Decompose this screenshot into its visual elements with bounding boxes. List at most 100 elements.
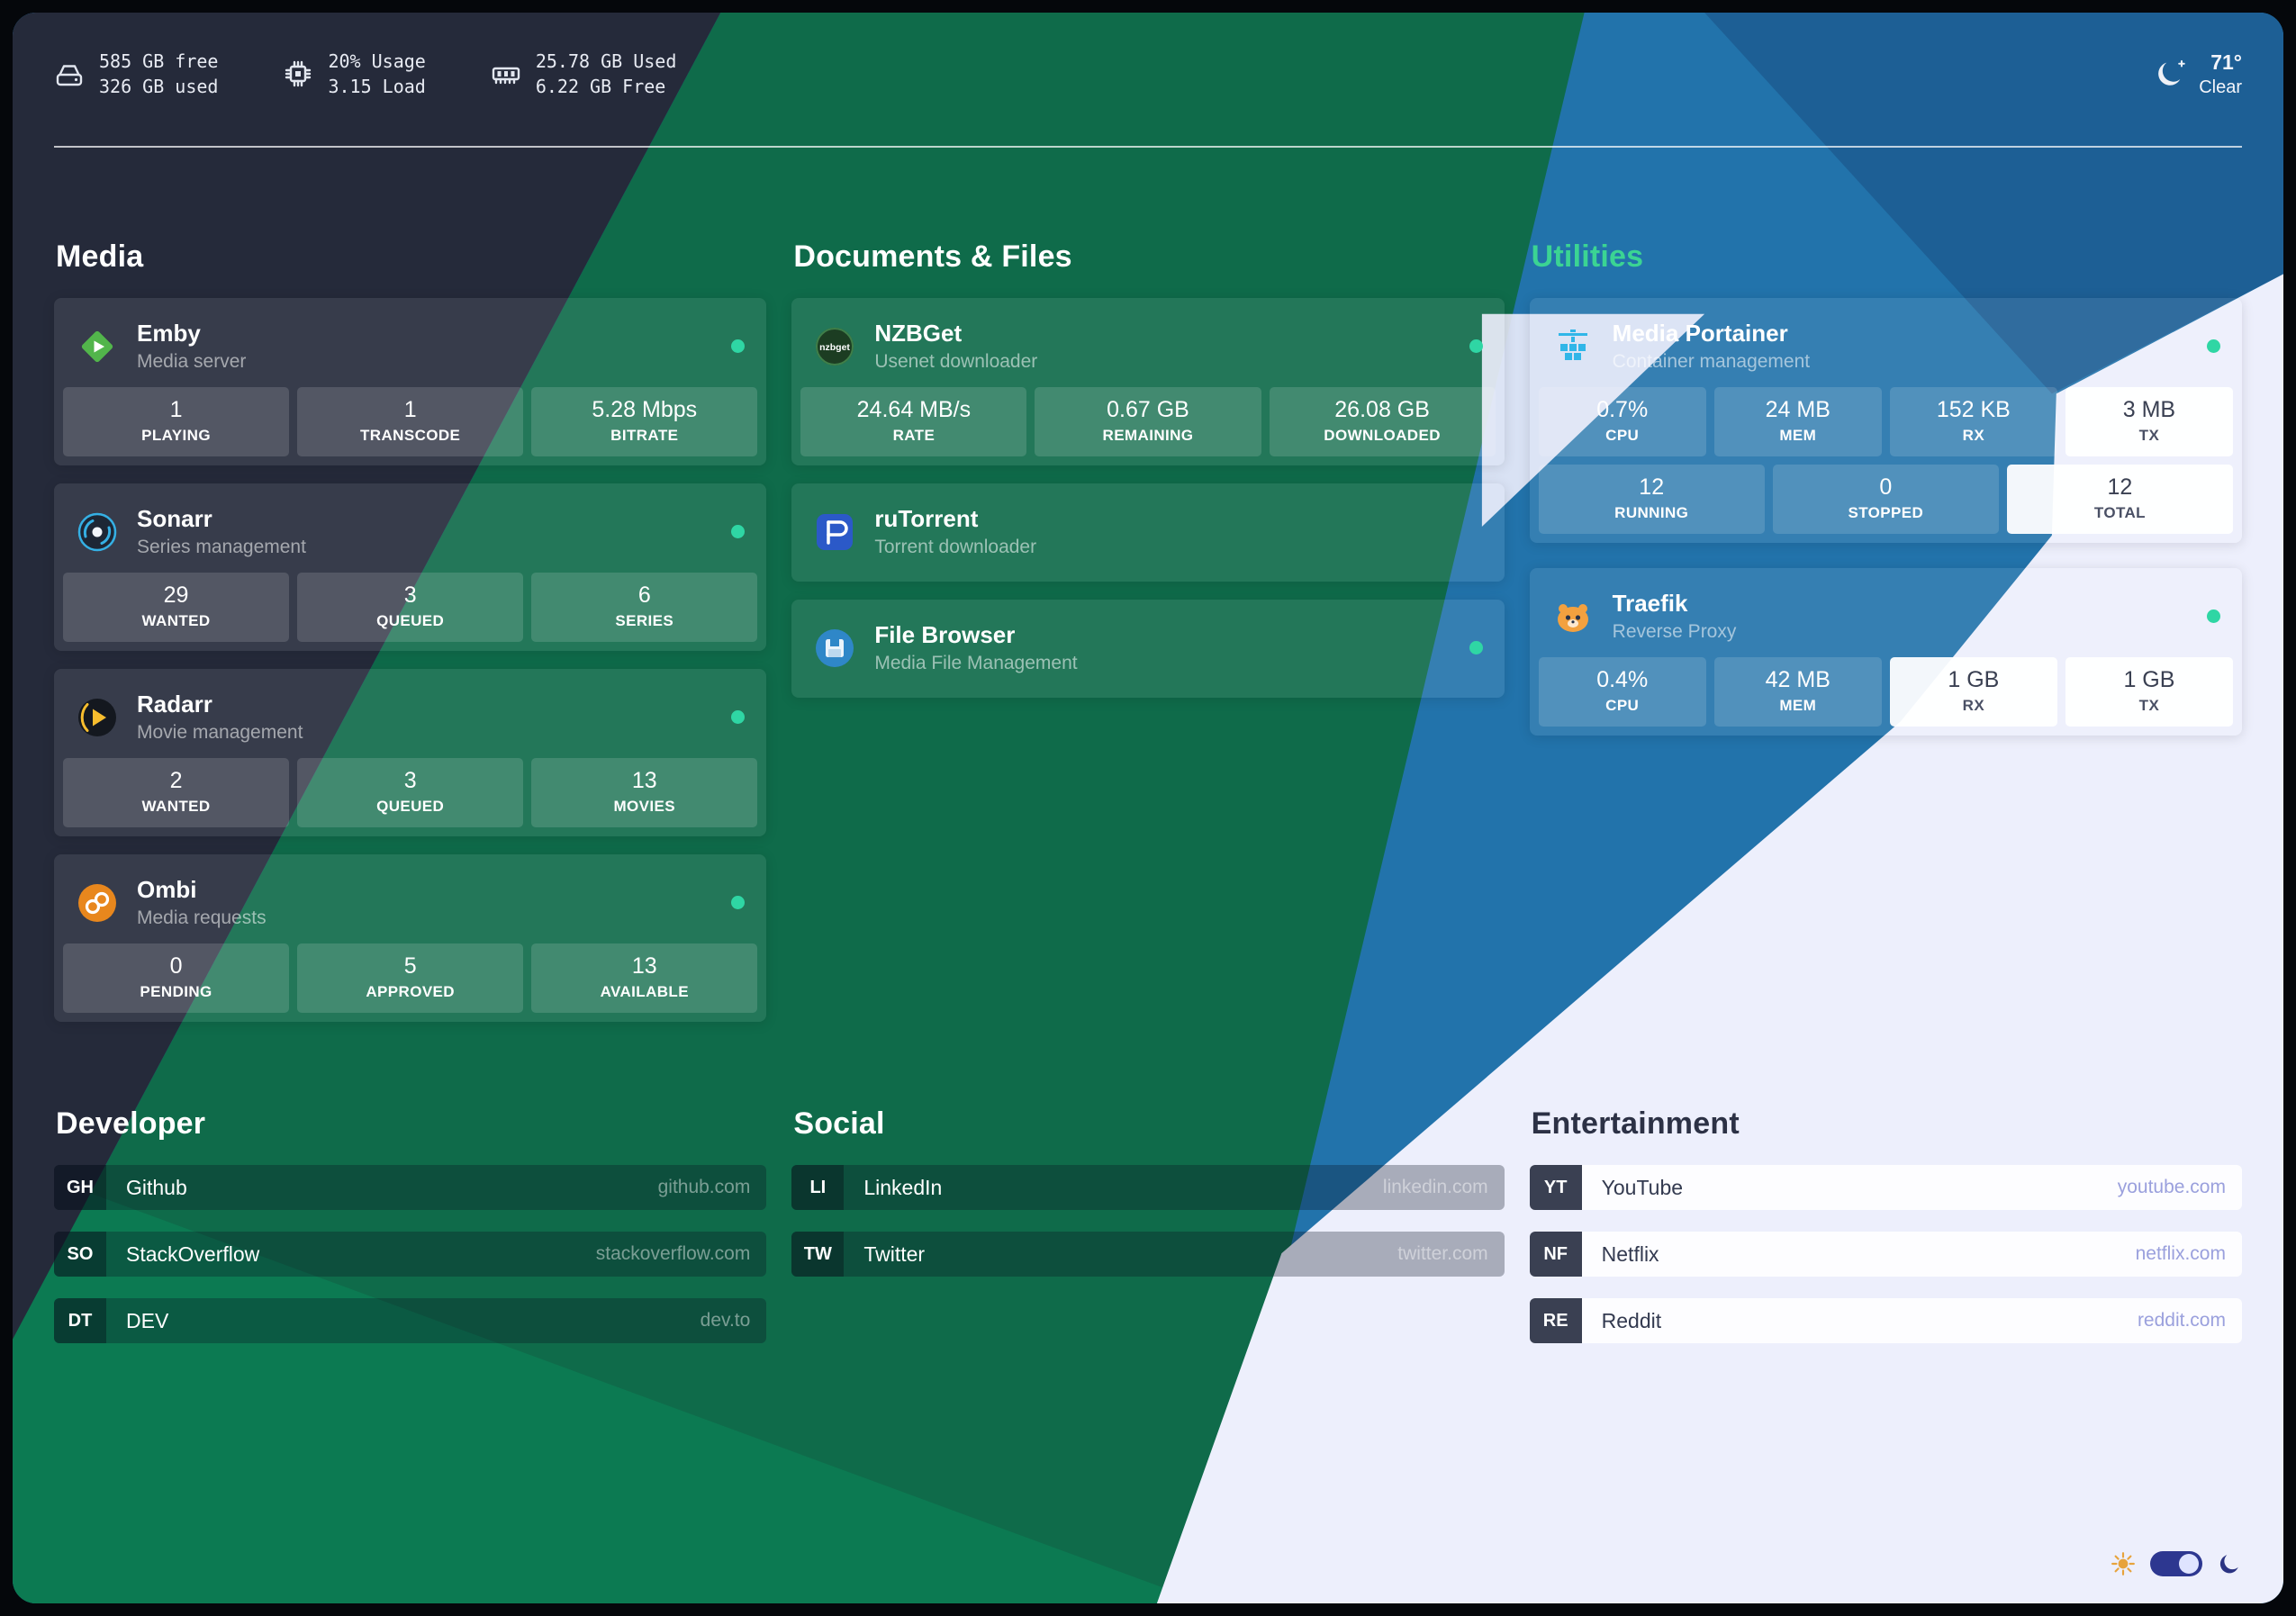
stat-pill: 3 QUEUED [297,573,524,642]
stat-pill: 0.67 GB REMAINING [1035,387,1261,456]
linkedin-badge-icon: LI [791,1165,845,1210]
card-header: File Browser Media File Management [800,609,1495,689]
weather-readout: 71° Clear [2199,50,2242,98]
section-media: Media Emby Media server [54,239,767,1040]
dev-badge-icon: DT [54,1298,106,1343]
stats-row: 1 PLAYING 1 TRANSCODE 5.28 Mbps BITRATE [63,387,758,456]
traefik-icon [1551,595,1595,638]
twitter-badge-icon: TW [791,1232,845,1277]
card-meta: NZBGet Usenet downloader [874,320,1451,373]
link-stackoverflow[interactable]: SO StackOverflow stackoverflow.com [54,1232,767,1277]
weather-temperature: 71° [2210,50,2242,74]
weather-widget: 71° Clear [2152,50,2242,98]
stat-pill: 12 TOTAL [2006,465,2233,534]
stat-pill: 0.7% CPU [1538,387,1706,456]
card-header: Radarr Movie management [63,678,757,758]
links-grid: Developer GH Github github.com SO StackO… [54,1106,2242,1365]
service-subtitle: Series management [137,537,306,557]
stat-pill: 1 GB RX [1889,657,2057,727]
card-header: Emby Media server [63,307,757,387]
disk-readout: 585 GB free 326 GB used [99,50,218,97]
card-meta: Sonarr Series management [137,505,713,558]
service-subtitle: Media File Management [874,653,1078,673]
service-name: ruTorrent [874,505,979,532]
youtube-badge-icon: YT [1529,1165,1582,1210]
section-entertainment: Entertainment YT YouTube youtube.com NF … [1529,1106,2242,1365]
stat-pill: 3 QUEUED [297,758,524,827]
service-card-sonarr[interactable]: Sonarr Series management 29 WANTED 3 QUE… [54,483,767,651]
service-card-traefik[interactable]: Traefik Reverse Proxy 0.4% CPU 42 MB MEM [1529,568,2242,736]
memory-readout: 25.78 GB Used 6.22 GB Free [536,50,677,97]
memory-free: 6.22 GB Free [535,76,666,97]
service-subtitle: Media server [137,351,247,372]
stat-pill: 6 SERIES [531,573,758,642]
header-divider [54,146,2242,148]
service-card-rutorrent[interactable]: ruTorrent Torrent downloader [791,483,1505,582]
memory-status: 25.78 GB Used 6.22 GB Free [491,50,677,97]
emby-icon [76,325,119,368]
link-github[interactable]: GH Github github.com [54,1165,767,1210]
card-header: nzbget NZBGet Usenet downloader [800,307,1495,387]
section-title-developer: Developer [56,1106,206,1141]
section-title-entertainment: Entertainment [1531,1106,1740,1141]
service-card-filebrowser[interactable]: File Browser Media File Management [791,600,1505,698]
service-card-emby[interactable]: Emby Media server 1 PLAYING 1 TRANSCODE [54,298,767,465]
stat-pill: 2 WANTED [63,758,290,827]
weather-condition: Clear [2199,77,2242,97]
sun-icon [2111,1552,2135,1575]
disk-icon [56,65,83,86]
service-card-ombi[interactable]: Ombi Media requests 0 PENDING 5 APPROVED [54,854,767,1022]
card-header: ruTorrent Torrent downloader [800,492,1495,573]
stat-pill: 152 KB RX [1889,387,2057,456]
section-title-utilities: Utilities [1531,239,1644,274]
stat-pill: 3 MB TX [2065,387,2233,456]
section-title-documents: Documents & Files [793,239,1072,274]
service-subtitle: Media requests [137,907,267,928]
stat-pill: 24 MB MEM [1713,387,1882,456]
link-reddit[interactable]: RE Reddit reddit.com [1529,1298,2242,1343]
stat-pill: 12 RUNNING [1538,465,1765,534]
status-dot [731,710,746,724]
service-card-nzbget[interactable]: nzbget NZBGet Usenet downloader 24.64 MB… [791,298,1505,465]
card-header: Sonarr Series management [63,492,757,573]
stats-row: 24.64 MB/s RATE 0.67 GB REMAINING 26.08 … [800,387,1496,456]
stats-row: 0.4% CPU 42 MB MEM 1 GB RX 1 GB [1538,657,2233,727]
theme-toggle [2111,1551,2242,1576]
memory-used: 25.78 GB Used [535,50,677,72]
card-meta: Ombi Media requests [137,876,713,929]
link-dev[interactable]: DT DEV dev.to [54,1298,767,1343]
dashboard-page: 585 GB free 326 GB used 20% Usage 3.15 L… [13,13,2283,1603]
service-card-radarr[interactable]: Radarr Movie management 2 WANTED 3 QUEUE… [54,669,767,836]
stats-row: 0 PENDING 5 APPROVED 13 AVAILABLE [63,943,758,1013]
rutorrent-icon [813,510,856,554]
system-info: 585 GB free 326 GB used 20% Usage 3.15 L… [54,50,676,97]
card-header: Media Portainer Container management [1539,307,2233,387]
service-name: Media Portainer [1612,320,1788,347]
nzbget-icon: nzbget [813,325,856,368]
card-meta: Media Portainer Container management [1613,320,2189,373]
theme-switch-knob [2179,1554,2199,1574]
section-title-social: Social [793,1106,885,1141]
section-developer: Developer GH Github github.com SO StackO… [54,1106,767,1365]
card-meta: Traefik Reverse Proxy [1613,590,2189,643]
sonarr-icon [76,510,119,554]
stats-row: 0.7% CPU 24 MB MEM 152 KB RX 3 MB [1538,387,2233,456]
link-netflix[interactable]: NF Netflix netflix.com [1529,1232,2242,1277]
link-linkedin[interactable]: LI LinkedIn linkedin.com [791,1165,1505,1210]
disk-used: 326 GB used [99,76,219,97]
theme-switch[interactable] [2150,1551,2202,1576]
service-name: Ombi [137,876,197,903]
link-youtube[interactable]: YT YouTube youtube.com [1529,1165,2242,1210]
stat-pill: 13 MOVIES [531,758,758,827]
link-twitter[interactable]: TW Twitter twitter.com [791,1232,1505,1277]
status-dot [2206,339,2220,353]
github-badge-icon: GH [54,1165,106,1210]
disk-status: 585 GB free 326 GB used [54,50,218,97]
card-header: Ombi Media requests [63,863,757,943]
service-card-portainer[interactable]: Media Portainer Container management 0.7… [1529,298,2242,543]
stackoverflow-badge-icon: SO [54,1232,106,1277]
dashboard-content: 585 GB free 326 GB used 20% Usage 3.15 L… [13,13,2283,1603]
stat-pill: 26.08 GB DOWNLOADED [1269,387,1496,456]
stat-pill: 29 WANTED [63,573,290,642]
moon-icon [2219,1555,2238,1574]
